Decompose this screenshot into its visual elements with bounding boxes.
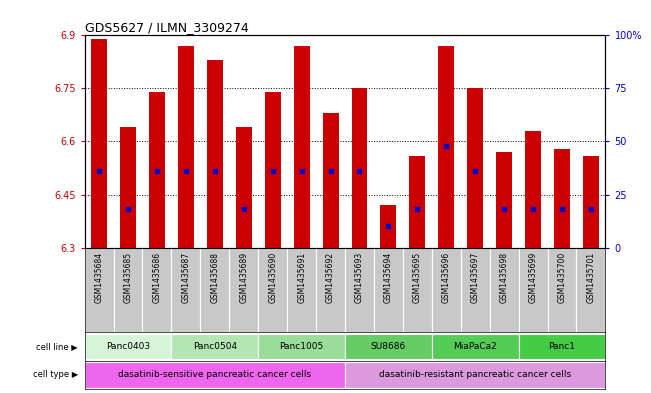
- Bar: [547, 248, 577, 332]
- Text: GSM1435688: GSM1435688: [210, 252, 219, 303]
- Text: GSM1435691: GSM1435691: [297, 252, 306, 303]
- Bar: [496, 152, 512, 248]
- Bar: [201, 248, 229, 332]
- Bar: [467, 88, 483, 248]
- Text: Panc0403: Panc0403: [106, 342, 150, 351]
- Text: GSM1435695: GSM1435695: [413, 252, 422, 303]
- Bar: [525, 131, 541, 248]
- Bar: [178, 46, 194, 248]
- Text: dasatinib-sensitive pancreatic cancer cells: dasatinib-sensitive pancreatic cancer ce…: [118, 371, 311, 379]
- Text: GSM1435692: GSM1435692: [326, 252, 335, 303]
- Text: GSM1435696: GSM1435696: [442, 252, 450, 303]
- Bar: [490, 248, 519, 332]
- Bar: [120, 127, 136, 248]
- Bar: [519, 334, 605, 359]
- Bar: [461, 248, 490, 332]
- Bar: [229, 248, 258, 332]
- Bar: [207, 60, 223, 248]
- Text: Panc1: Panc1: [549, 342, 575, 351]
- Bar: [91, 39, 107, 248]
- Text: GSM1435684: GSM1435684: [94, 252, 104, 303]
- Bar: [380, 205, 396, 248]
- Text: GDS5627 / ILMN_3309274: GDS5627 / ILMN_3309274: [85, 21, 249, 34]
- Text: GSM1435697: GSM1435697: [471, 252, 480, 303]
- Bar: [345, 248, 374, 332]
- Bar: [409, 156, 425, 248]
- Bar: [85, 248, 113, 332]
- Text: GSM1435694: GSM1435694: [384, 252, 393, 303]
- Bar: [149, 92, 165, 248]
- Text: MiaPaCa2: MiaPaCa2: [453, 342, 497, 351]
- Text: dasatinib-resistant pancreatic cancer cells: dasatinib-resistant pancreatic cancer ce…: [379, 371, 572, 379]
- Bar: [258, 334, 345, 359]
- Text: GSM1435700: GSM1435700: [557, 252, 566, 303]
- Text: Panc0504: Panc0504: [193, 342, 237, 351]
- Bar: [519, 248, 547, 332]
- Bar: [287, 248, 316, 332]
- Bar: [438, 46, 454, 248]
- Bar: [345, 362, 605, 387]
- Bar: [171, 334, 258, 359]
- Text: GSM1435701: GSM1435701: [587, 252, 596, 303]
- Text: GSM1435698: GSM1435698: [500, 252, 508, 303]
- Text: GSM1435693: GSM1435693: [355, 252, 364, 303]
- Bar: [345, 334, 432, 359]
- Text: cell line ▶: cell line ▶: [36, 342, 78, 351]
- Text: GSM1435685: GSM1435685: [124, 252, 133, 303]
- Text: SU8686: SU8686: [371, 342, 406, 351]
- Bar: [432, 248, 461, 332]
- Bar: [323, 113, 339, 248]
- Bar: [554, 149, 570, 248]
- Bar: [432, 334, 519, 359]
- Bar: [265, 92, 281, 248]
- Text: cell type ▶: cell type ▶: [33, 371, 78, 379]
- Bar: [85, 362, 345, 387]
- Text: GSM1435687: GSM1435687: [182, 252, 190, 303]
- Bar: [577, 248, 605, 332]
- Bar: [316, 248, 345, 332]
- Bar: [583, 156, 599, 248]
- Text: GSM1435699: GSM1435699: [529, 252, 538, 303]
- Bar: [171, 248, 201, 332]
- Text: Panc1005: Panc1005: [279, 342, 324, 351]
- Bar: [85, 334, 171, 359]
- Text: GSM1435686: GSM1435686: [152, 252, 161, 303]
- Bar: [258, 248, 287, 332]
- Text: GSM1435690: GSM1435690: [268, 252, 277, 303]
- Bar: [374, 248, 403, 332]
- Bar: [113, 248, 143, 332]
- Bar: [352, 88, 367, 248]
- Bar: [236, 127, 252, 248]
- Bar: [294, 46, 310, 248]
- Text: GSM1435689: GSM1435689: [240, 252, 248, 303]
- Bar: [403, 248, 432, 332]
- Bar: [143, 248, 171, 332]
